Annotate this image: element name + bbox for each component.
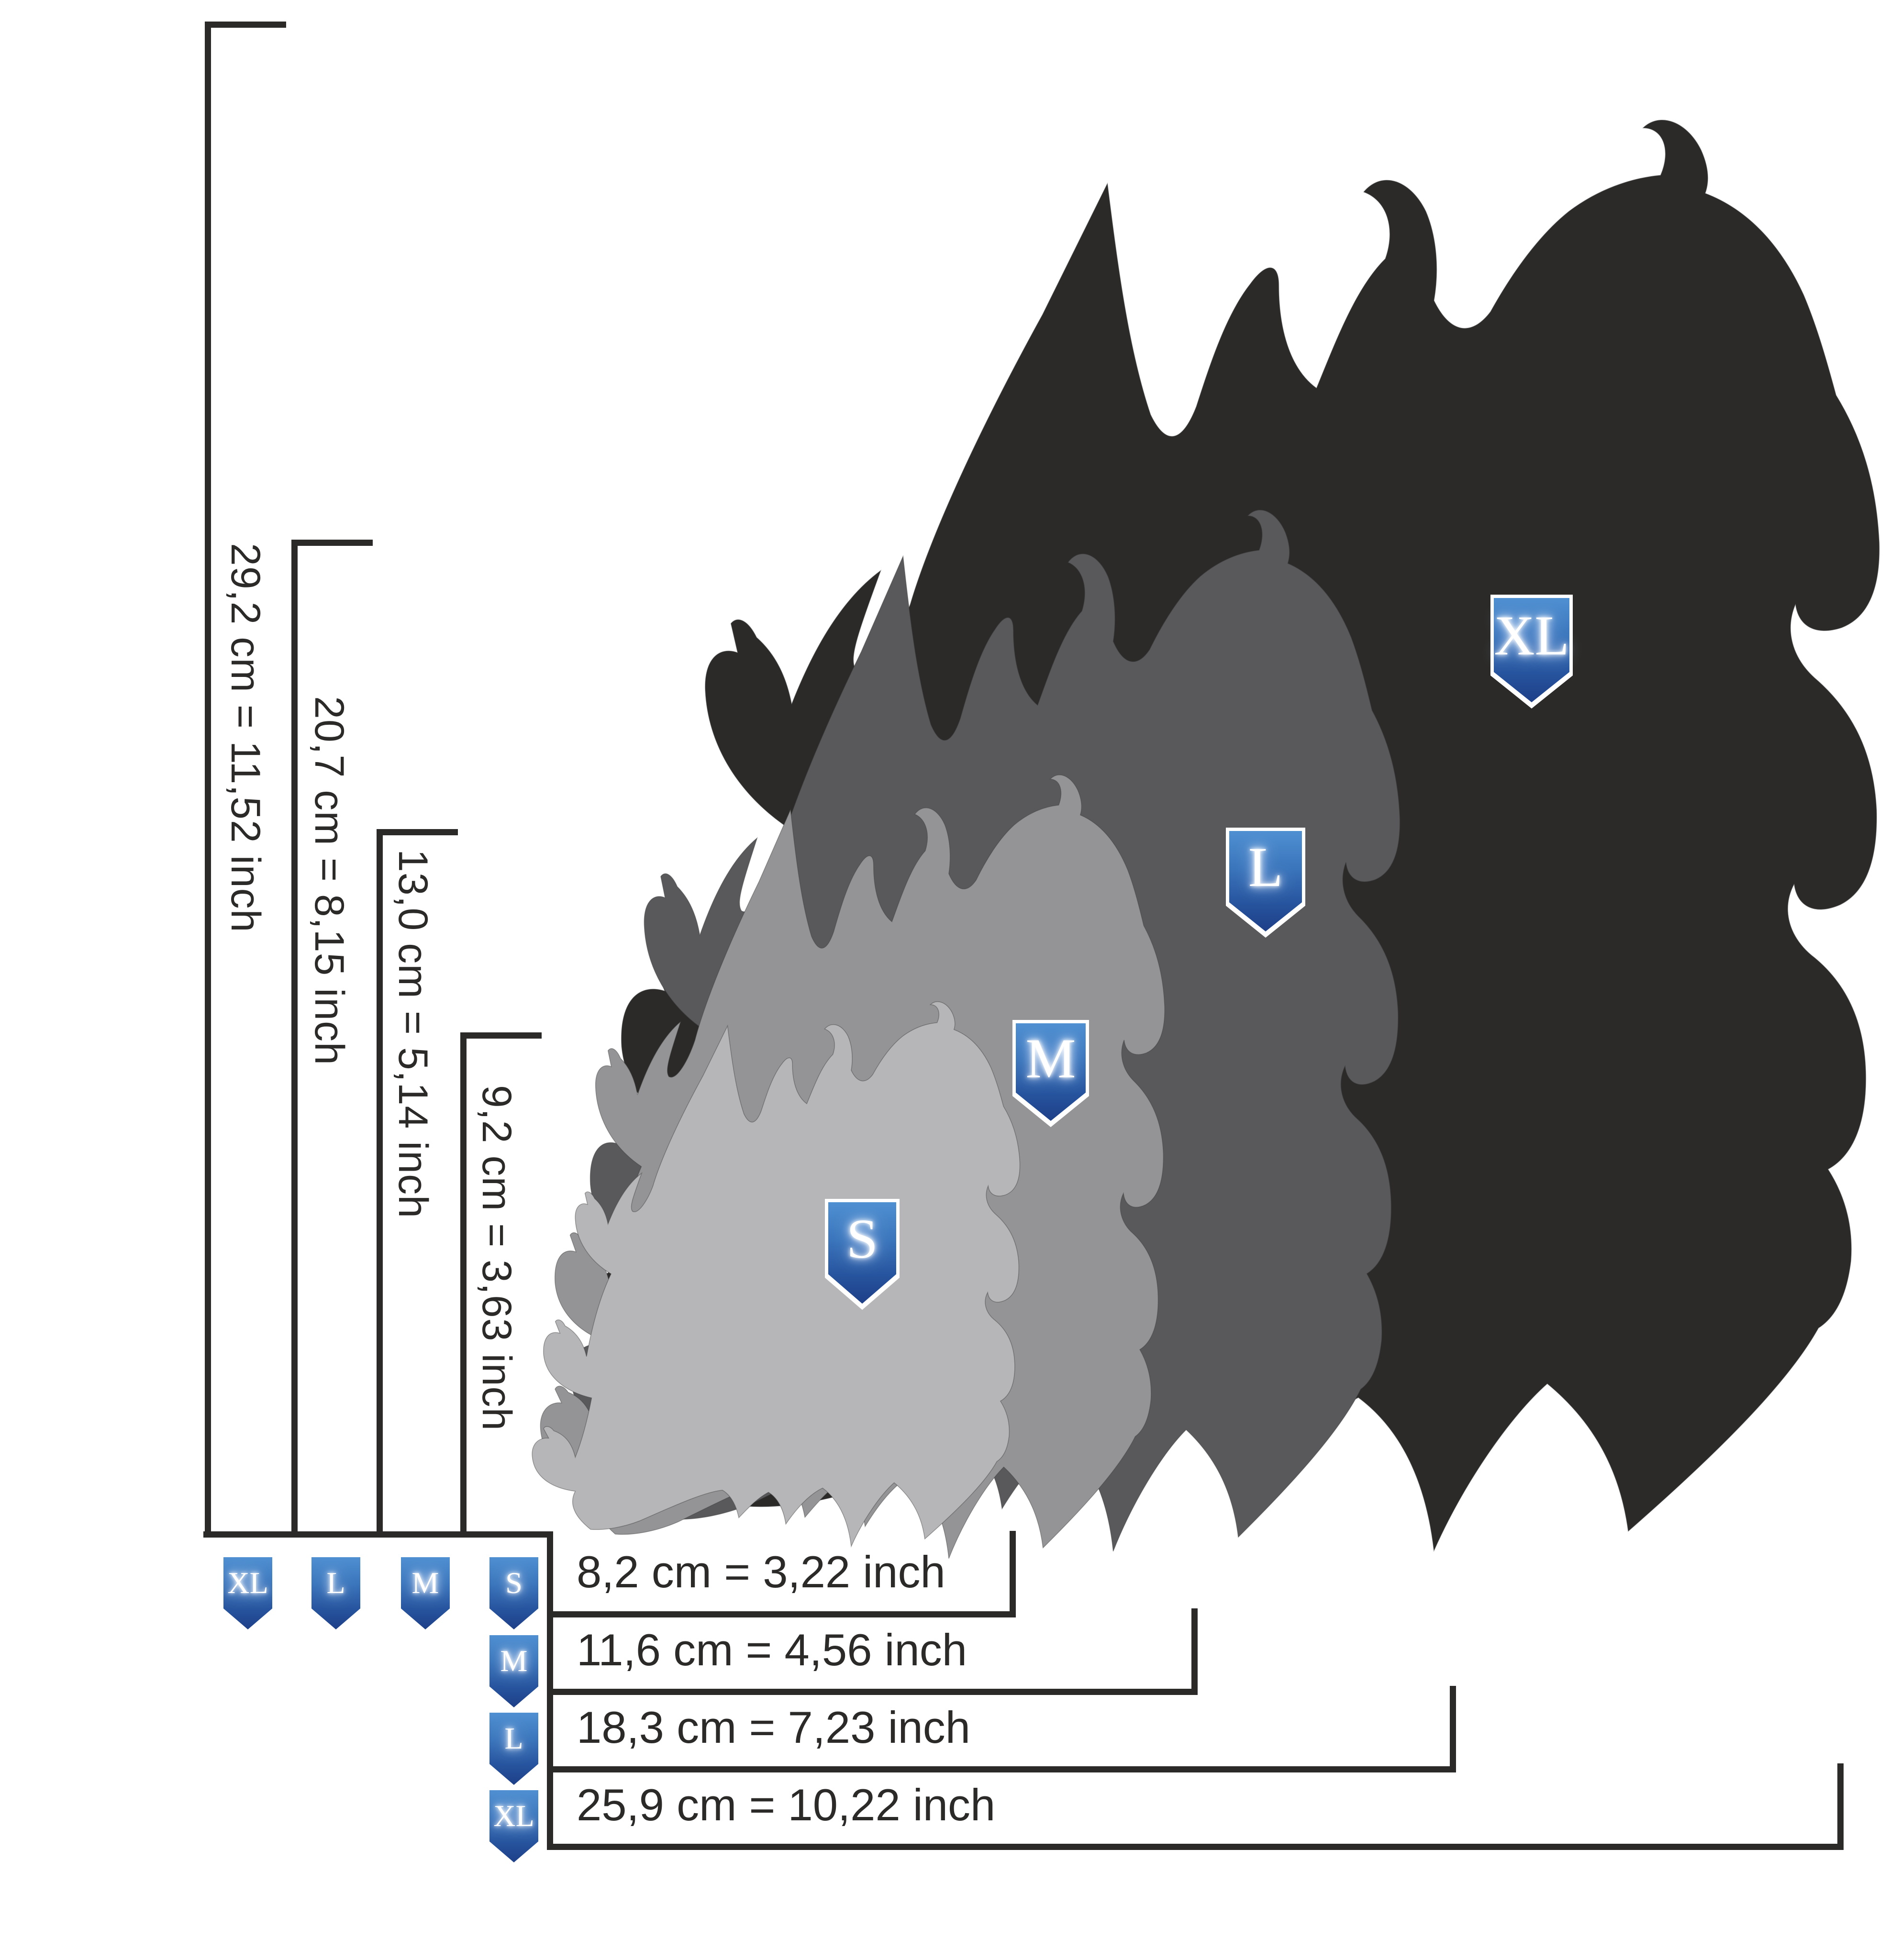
artwork-badge-l: L [1226,828,1305,938]
badge-letter: S [505,1566,522,1600]
artwork-badge-m: M [1012,1020,1089,1127]
width-row-s-line [547,1611,1016,1617]
badge-letter: L [504,1721,523,1756]
badge-letter: XL [493,1799,534,1833]
badge-letter: L [326,1566,345,1600]
width-label-xl: 25,9 cm = 10,22 inch [577,1780,996,1830]
baseline-badge-m: M [399,1555,452,1634]
baseline-badge-xl: XL [221,1555,275,1634]
width-row-l-line [547,1766,1456,1772]
badge-letter: XL [227,1566,268,1600]
width-label-m: 11,6 cm = 4,56 inch [577,1625,967,1675]
baseline-badge-s: S [487,1555,541,1634]
height-bracket-m-tick [377,829,458,835]
height-brackets-baseline [203,1531,553,1538]
width-row-xl-tick [1837,1763,1844,1850]
badge-letter: S [846,1207,878,1270]
width-row-m-tick [1191,1608,1198,1695]
width-badge-l: L [487,1710,541,1789]
width-row-m-line [547,1689,1198,1695]
height-label-s: 9,2 cm = 3,63 inch [474,1085,520,1431]
width-row-l-tick [1450,1686,1456,1772]
height-bracket-xl-tick [205,22,286,28]
height-bracket-xl-line [205,22,211,1538]
artwork-badge-s: S [825,1199,900,1310]
width-badge-m: M [487,1633,541,1712]
width-row-s-tick [1010,1531,1016,1617]
width-badge-xl: XL [487,1788,541,1867]
width-label-l: 18,3 cm = 7,23 inch [577,1702,971,1752]
height-label-xl: 29,2 cm = 11,52 inch [222,543,268,933]
badge-letter: M [500,1644,528,1678]
height-bracket-s-tick [460,1032,542,1039]
height-bracket-m-line [377,829,383,1538]
artwork-badge-xl: XL [1490,595,1573,709]
height-bracket-s-line [460,1032,467,1538]
height-label-m: 13,0 cm = 5,14 inch [390,849,436,1218]
badge-letter: M [1025,1027,1076,1090]
height-label-l: 20,7 cm = 8,15 inch [306,696,352,1065]
badge-letter: L [1248,835,1283,898]
width-label-s: 8,2 cm = 3,22 inch [577,1547,945,1597]
height-bracket-l-line [291,540,298,1538]
badge-letter: XL [1494,604,1569,667]
height-bracket-l-tick [291,540,373,546]
width-row-xl-line [547,1844,1844,1850]
baseline-badge-l: L [309,1555,363,1634]
badge-letter: M [411,1566,439,1600]
